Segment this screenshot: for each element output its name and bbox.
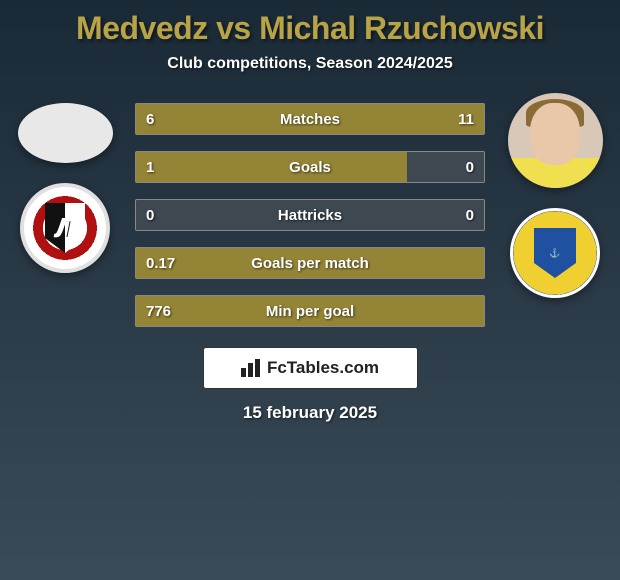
- stat-value-right: 0: [466, 159, 474, 176]
- stat-bar-left: [136, 152, 407, 182]
- player-left-avatar: [18, 103, 113, 163]
- comparison-panel: Л 6 Matches 11 1 Goals 0 0 Ha: [0, 103, 620, 327]
- bars-icon: [241, 359, 261, 377]
- club-badge-left: Л: [20, 183, 110, 273]
- stat-label: Goals: [289, 159, 331, 176]
- stat-value-right: 11: [458, 111, 474, 128]
- stat-label: Goals per match: [251, 255, 369, 272]
- stat-value-left: 6: [146, 111, 154, 128]
- stat-row: 6 Matches 11: [135, 103, 485, 135]
- stat-label: Hattricks: [278, 207, 342, 224]
- club-badge-right: ⚓: [510, 208, 600, 298]
- stat-value-left: 0: [146, 207, 154, 224]
- stat-row: 0 Hattricks 0: [135, 199, 485, 231]
- stat-value-left: 0.17: [146, 255, 175, 272]
- avatar-face: [530, 103, 580, 165]
- brand-link[interactable]: FcTables.com: [203, 347, 418, 389]
- stat-value-left: 776: [146, 303, 171, 320]
- right-side: ⚓: [505, 93, 605, 298]
- stats-table: 6 Matches 11 1 Goals 0 0 Hattricks 0: [135, 103, 485, 327]
- brand-label: FcTables.com: [267, 358, 379, 378]
- date-label: 15 february 2025: [0, 403, 620, 423]
- stat-label: Min per goal: [266, 303, 354, 320]
- stat-row: 0.17 Goals per match: [135, 247, 485, 279]
- left-side: Л: [15, 103, 115, 273]
- page-title: Medvedz vs Michal Rzuchowski: [0, 10, 620, 47]
- stat-value-right: 0: [466, 207, 474, 224]
- stat-row: 776 Min per goal: [135, 295, 485, 327]
- stat-row: 1 Goals 0: [135, 151, 485, 183]
- subtitle: Club competitions, Season 2024/2025: [0, 55, 620, 73]
- club-badge-left-icon: Л: [45, 203, 85, 253]
- player-right-avatar: [508, 93, 603, 188]
- stat-value-left: 1: [146, 159, 154, 176]
- stat-label: Matches: [280, 111, 340, 128]
- club-badge-right-icon: ⚓: [534, 228, 576, 278]
- stat-bar-left: [136, 104, 261, 134]
